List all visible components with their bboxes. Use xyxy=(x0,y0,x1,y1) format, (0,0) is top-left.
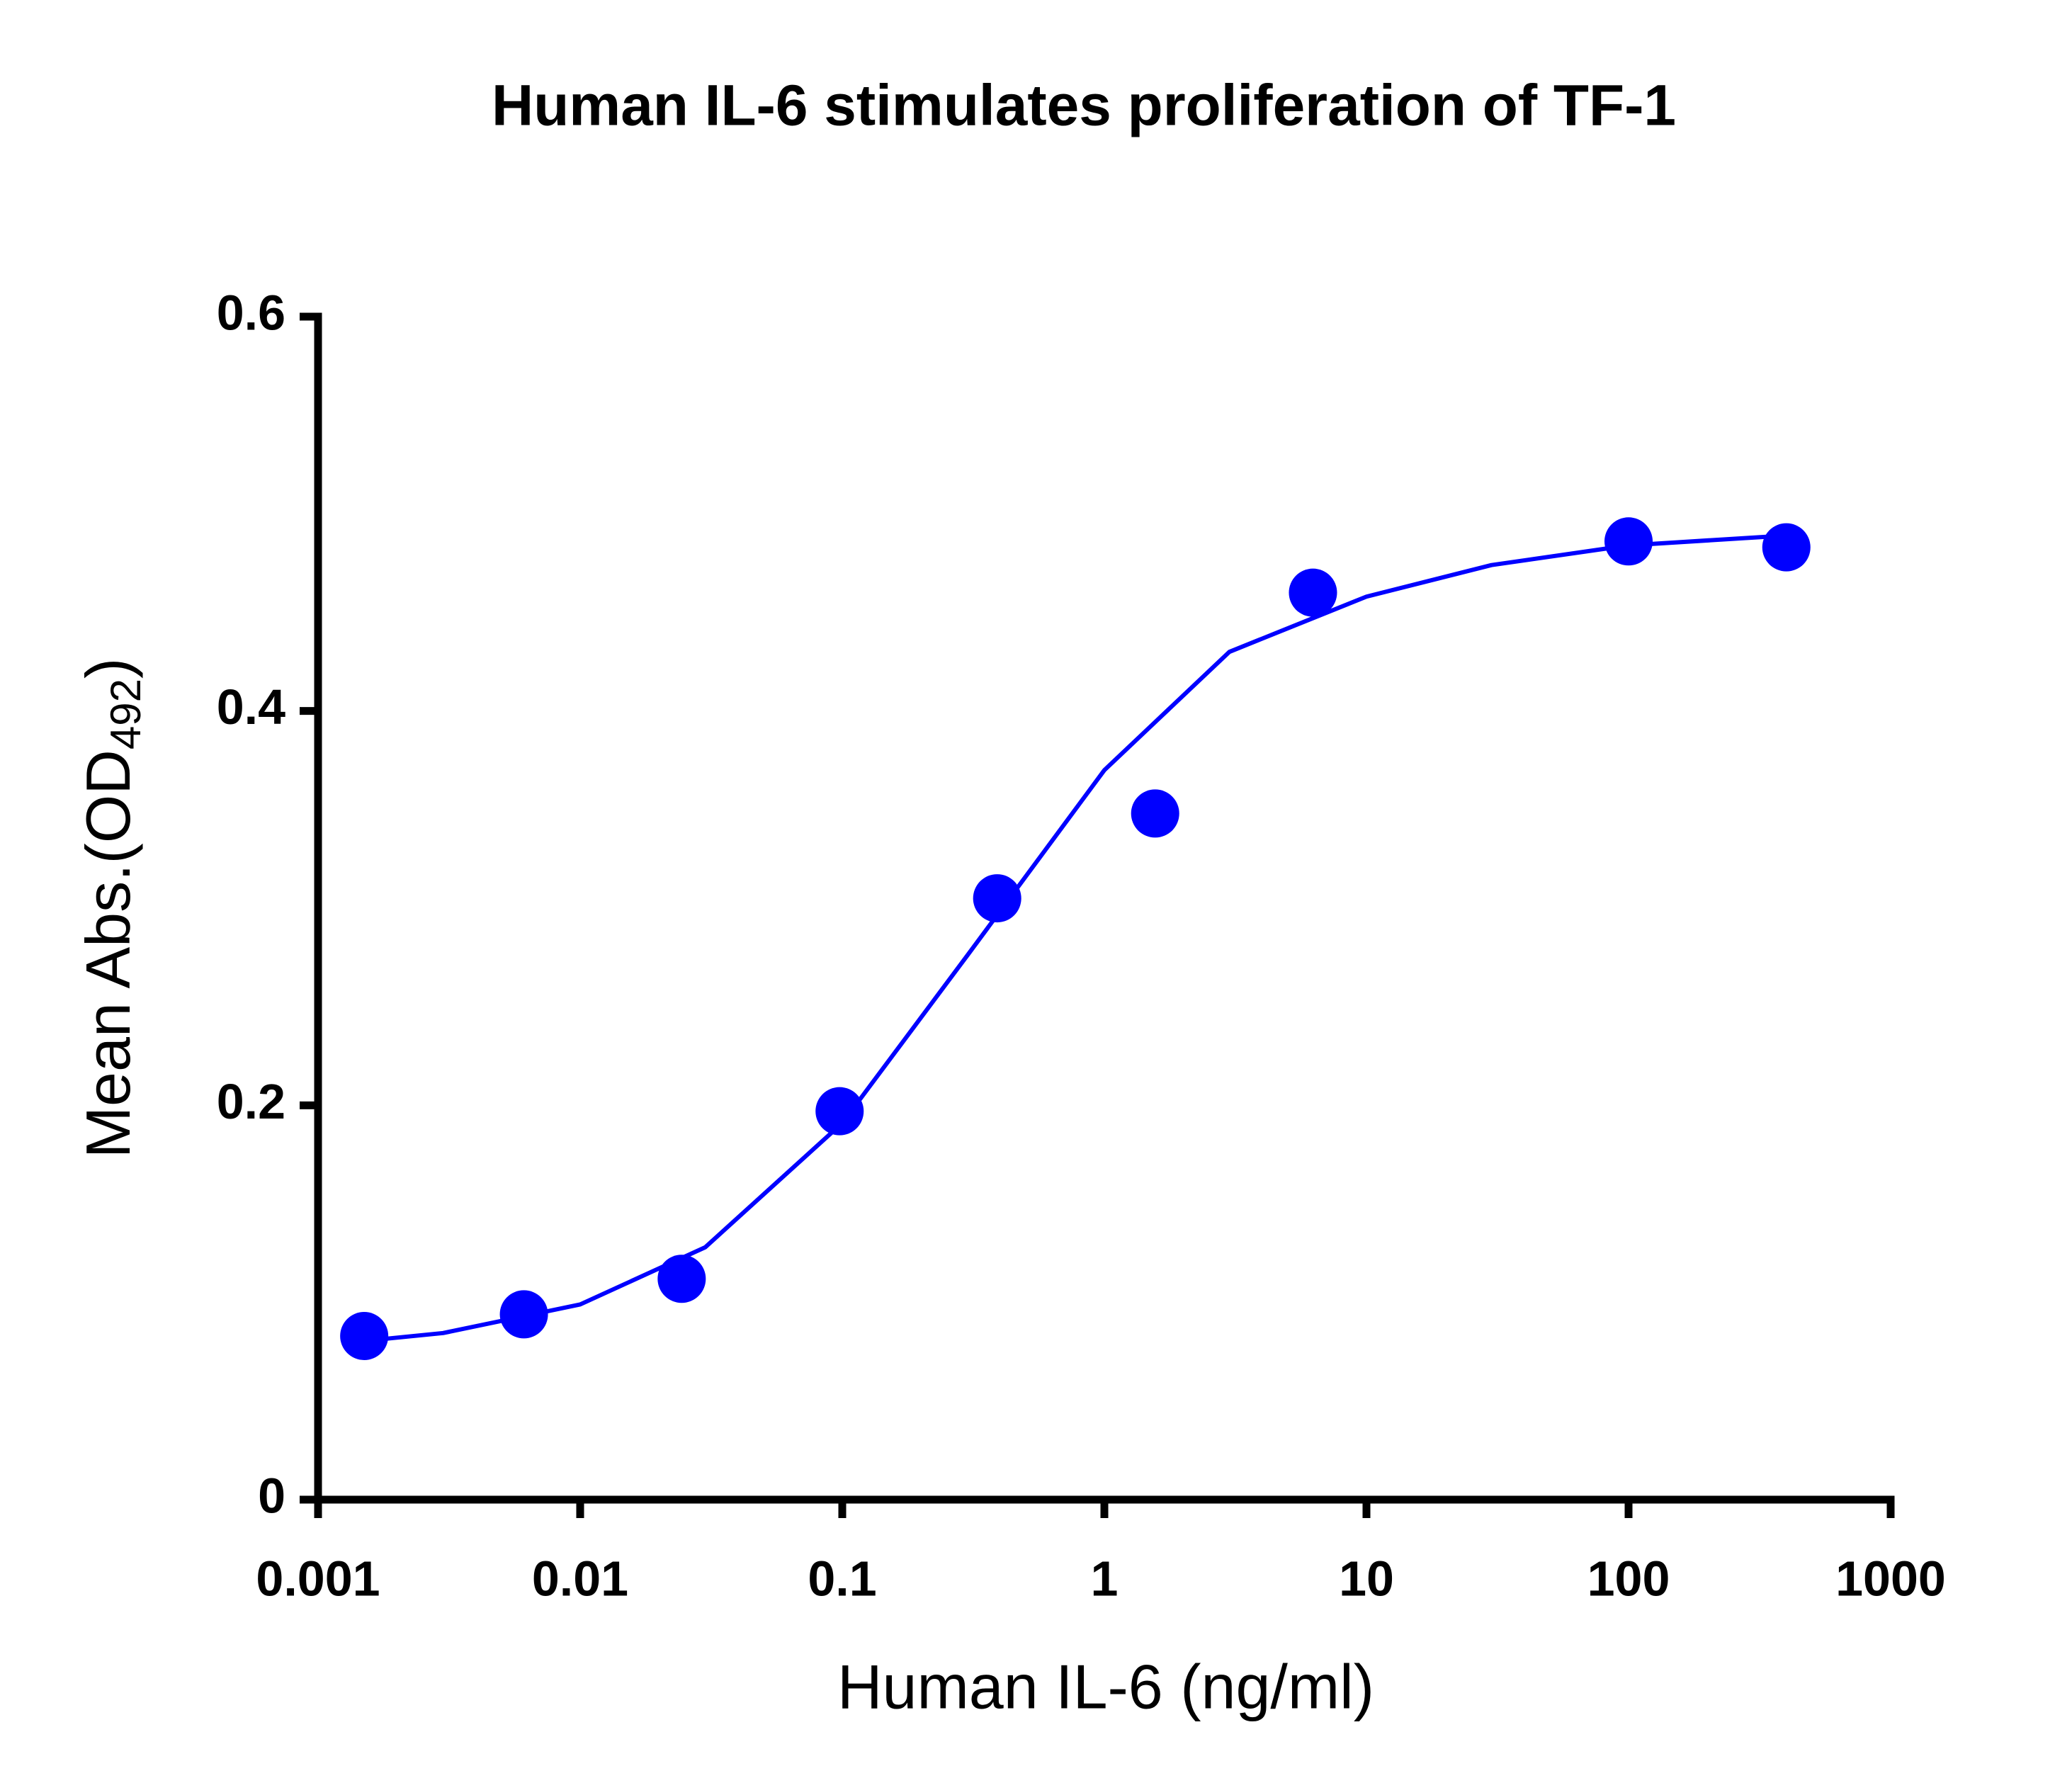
x-tick-label: 1000 xyxy=(1835,1551,1946,1606)
y-tick-label: 0.6 xyxy=(217,285,285,340)
y-axis-label-subscript: 492 xyxy=(102,679,149,749)
data-point xyxy=(1131,789,1179,838)
data-point xyxy=(1762,523,1811,572)
data-point xyxy=(1289,568,1337,617)
y-axis-label-text: Mean Abs.(OD xyxy=(73,749,143,1158)
y-axis-label: Mean Abs.(OD492) xyxy=(73,658,149,1159)
x-axis-label: Human IL-6 (ng/ml) xyxy=(837,1651,1374,1721)
y-axis-label-suffix: ) xyxy=(73,658,143,679)
data-point xyxy=(657,1255,706,1303)
x-tick-label: 100 xyxy=(1587,1551,1670,1606)
y-tick-label: 0 xyxy=(258,1468,285,1523)
data-point xyxy=(340,1311,389,1360)
x-tick-label: 10 xyxy=(1339,1551,1394,1606)
data-point xyxy=(1604,517,1653,566)
y-tick-label: 0.2 xyxy=(217,1074,285,1129)
fit-curve xyxy=(363,533,1787,1343)
x-tick-label: 0.01 xyxy=(532,1551,628,1606)
data-point xyxy=(973,874,1021,923)
chart-title: Human IL-6 stimulates proliferation of T… xyxy=(492,74,1676,138)
x-tick-label: 0.1 xyxy=(808,1551,876,1606)
data-point xyxy=(499,1290,548,1339)
y-tick-label: 0.4 xyxy=(217,679,285,735)
x-tick-label: 1 xyxy=(1091,1551,1119,1606)
data-point xyxy=(815,1087,864,1136)
x-tick-label: 0.001 xyxy=(256,1551,380,1606)
